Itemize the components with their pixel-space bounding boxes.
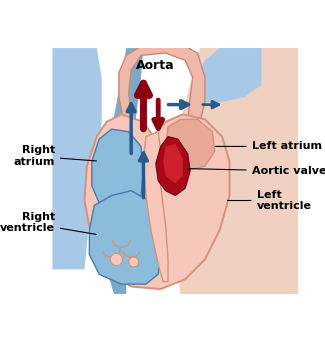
Polygon shape [89,191,161,284]
Polygon shape [176,48,298,294]
Polygon shape [92,129,143,210]
Circle shape [110,253,123,266]
Polygon shape [119,41,205,122]
Text: Right
atrium: Right atrium [14,145,97,167]
Text: Right
ventricle: Right ventricle [0,212,97,235]
Text: Left
ventricle: Left ventricle [227,190,312,211]
Polygon shape [156,136,190,196]
Polygon shape [163,144,183,183]
Polygon shape [104,48,143,294]
Polygon shape [190,48,262,102]
Polygon shape [165,119,215,171]
Polygon shape [143,132,168,282]
Polygon shape [84,115,229,289]
Polygon shape [52,48,102,269]
Circle shape [129,257,138,267]
Text: Aortic valve: Aortic valve [188,166,325,176]
Text: Aorta: Aorta [136,59,175,72]
Text: Left atrium: Left atrium [215,141,322,152]
